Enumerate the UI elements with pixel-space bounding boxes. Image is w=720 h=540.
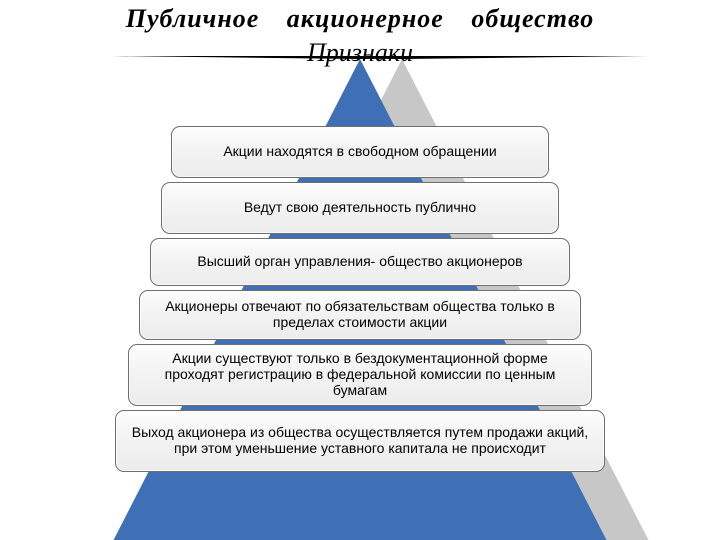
feature-box: Акции находятся в свободном обращении [171, 126, 549, 178]
feature-text: Акции находятся в свободном обращении [223, 144, 496, 160]
feature-box: Высший орган управления- общество акцион… [150, 238, 570, 286]
feature-box: Акционеры отвечают по обязательствам общ… [139, 290, 581, 340]
feature-text: Выход акционера из общества осуществляет… [130, 425, 590, 456]
feature-text: Высший орган управления- общество акцион… [197, 254, 522, 270]
page-title: Публичное акционерное общество [0, 4, 720, 34]
feature-text: Ведут свою деятельность публично [244, 200, 476, 216]
feature-box: Выход акционера из общества осуществляет… [115, 410, 605, 472]
feature-box: Ведут свою деятельность публично [161, 182, 559, 234]
feature-list: Акции находятся в свободном обращении Вед… [0, 126, 720, 476]
feature-box: Акции существуют только в бездокументаци… [128, 344, 592, 406]
feature-text: Акционеры отвечают по обязательствам общ… [154, 299, 566, 330]
feature-text: Акции существуют только в бездокументаци… [143, 351, 577, 398]
